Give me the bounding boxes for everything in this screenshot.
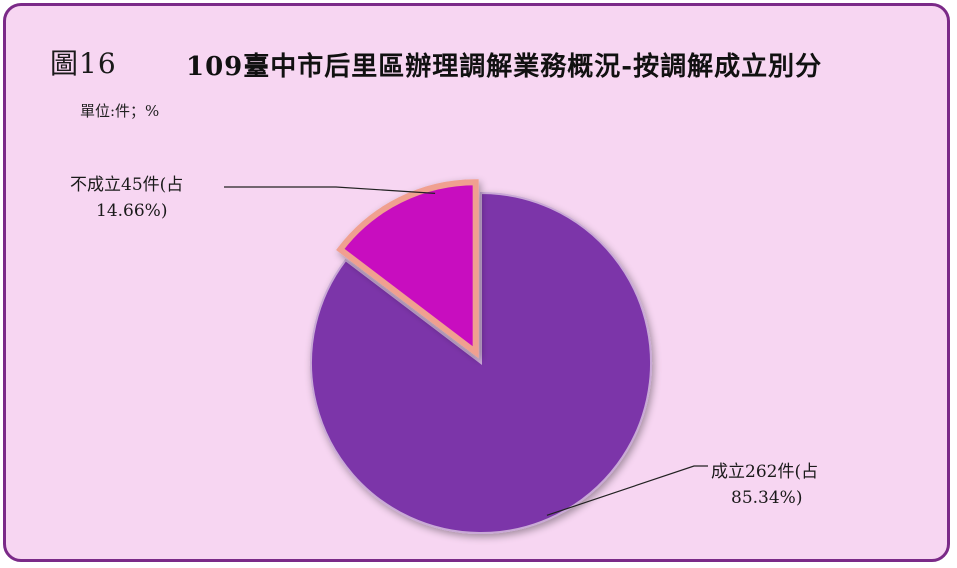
chart-title: 109臺中市后里區辦理調解業務概況-按調解成立別分 — [186, 52, 823, 82]
data-label-line: 85.34%) — [731, 488, 803, 508]
figure-label: 圖16 — [50, 47, 117, 80]
pie-slice-established — [310, 191, 652, 534]
data-label-line: 成立262件(占 — [711, 462, 819, 482]
leader-line-established — [546, 465, 708, 516]
leader-line-not-established — [224, 186, 436, 194]
data-label-not-established: 不成立45件(占 14.66%) — [70, 172, 183, 224]
data-label-established: 成立262件(占 85.34%) — [711, 459, 818, 511]
pie-chart — [224, 179, 708, 534]
unit-label: 單位:件；% — [80, 102, 160, 120]
data-label-line: 14.66%) — [96, 201, 168, 221]
data-label-line: 不成立45件(占 — [70, 175, 184, 195]
pie-slice-not-established — [336, 179, 479, 359]
chart-frame: 圖16 109臺中市后里區辦理調解業務概況-按調解成立別分 單位:件；% 不成立… — [3, 3, 950, 562]
